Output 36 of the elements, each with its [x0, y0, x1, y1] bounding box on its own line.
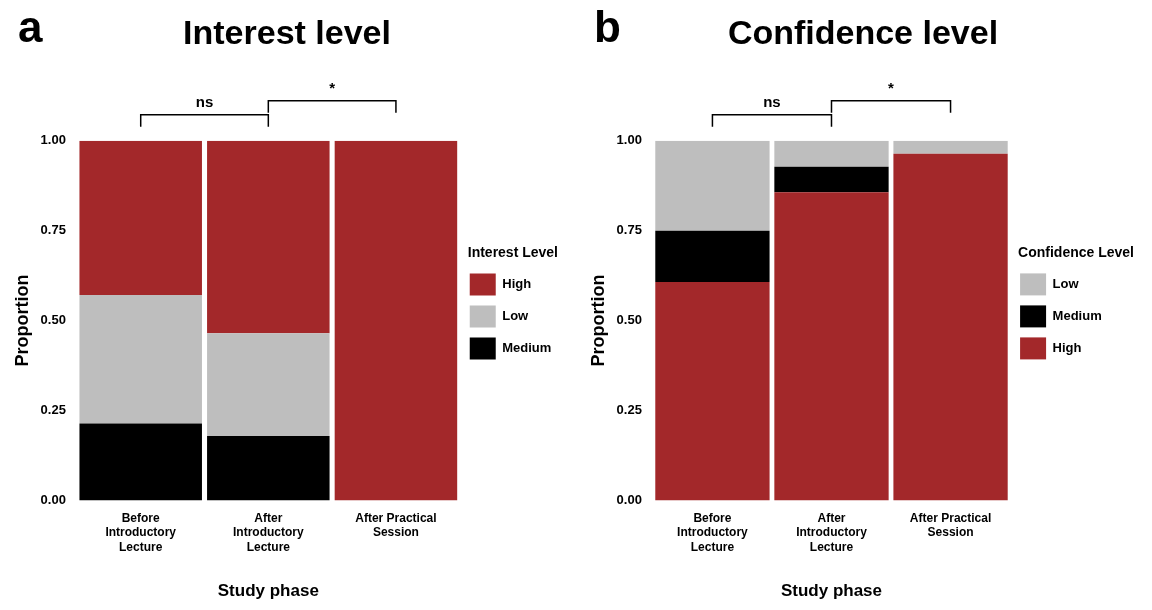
text: a	[18, 2, 43, 52]
legend-title: Interest Level	[467, 244, 558, 261]
x-tick-label: After Introductory Lecture	[232, 510, 304, 554]
y-axis-title: Proportion	[11, 274, 32, 367]
y-tick-label: 0.00	[40, 491, 66, 507]
y-tick-label: 0.75	[616, 222, 642, 238]
legend-title: Confidence Level	[1018, 244, 1134, 261]
y-tick-label: 0.25	[40, 402, 66, 418]
y-tick-label: 0.25	[616, 402, 642, 418]
chart-title: Interest level	[183, 12, 391, 51]
text: *	[888, 79, 895, 97]
text: ns	[763, 93, 781, 111]
legend-label: Low	[502, 307, 530, 323]
chart-title: Confidence level	[727, 12, 999, 51]
legend-label: Medium	[502, 339, 552, 355]
y-tick-label: 0.75	[40, 222, 66, 238]
legend-label: Medium	[1052, 307, 1102, 323]
y-tick-label: 0.00	[616, 491, 642, 507]
x-axis-title: Study phase	[217, 581, 319, 601]
text: *	[329, 79, 336, 97]
y-tick-label: 0.50	[616, 312, 642, 328]
x-tick-label: Before Introductory Lecture	[105, 510, 177, 554]
x-tick-label: After Practical Session	[355, 510, 437, 540]
y-tick-label: 0.50	[40, 312, 66, 328]
legend-label: High	[502, 275, 532, 291]
text: b	[594, 2, 621, 52]
x-tick-label: After Practical Session	[909, 510, 992, 540]
x-tick-label: Before Introductory Lecture	[677, 510, 749, 554]
x-axis-title: Study phase	[780, 581, 883, 601]
x-tick-label: After Introductory Lecture	[796, 510, 868, 554]
y-tick-label: 1.00	[40, 132, 66, 148]
y-tick-label: 1.00	[616, 132, 642, 148]
y-axis-title: Proportion	[587, 274, 608, 367]
text: ns	[195, 93, 214, 111]
legend-label: High	[1052, 339, 1082, 355]
legend-label: Low	[1052, 275, 1080, 291]
